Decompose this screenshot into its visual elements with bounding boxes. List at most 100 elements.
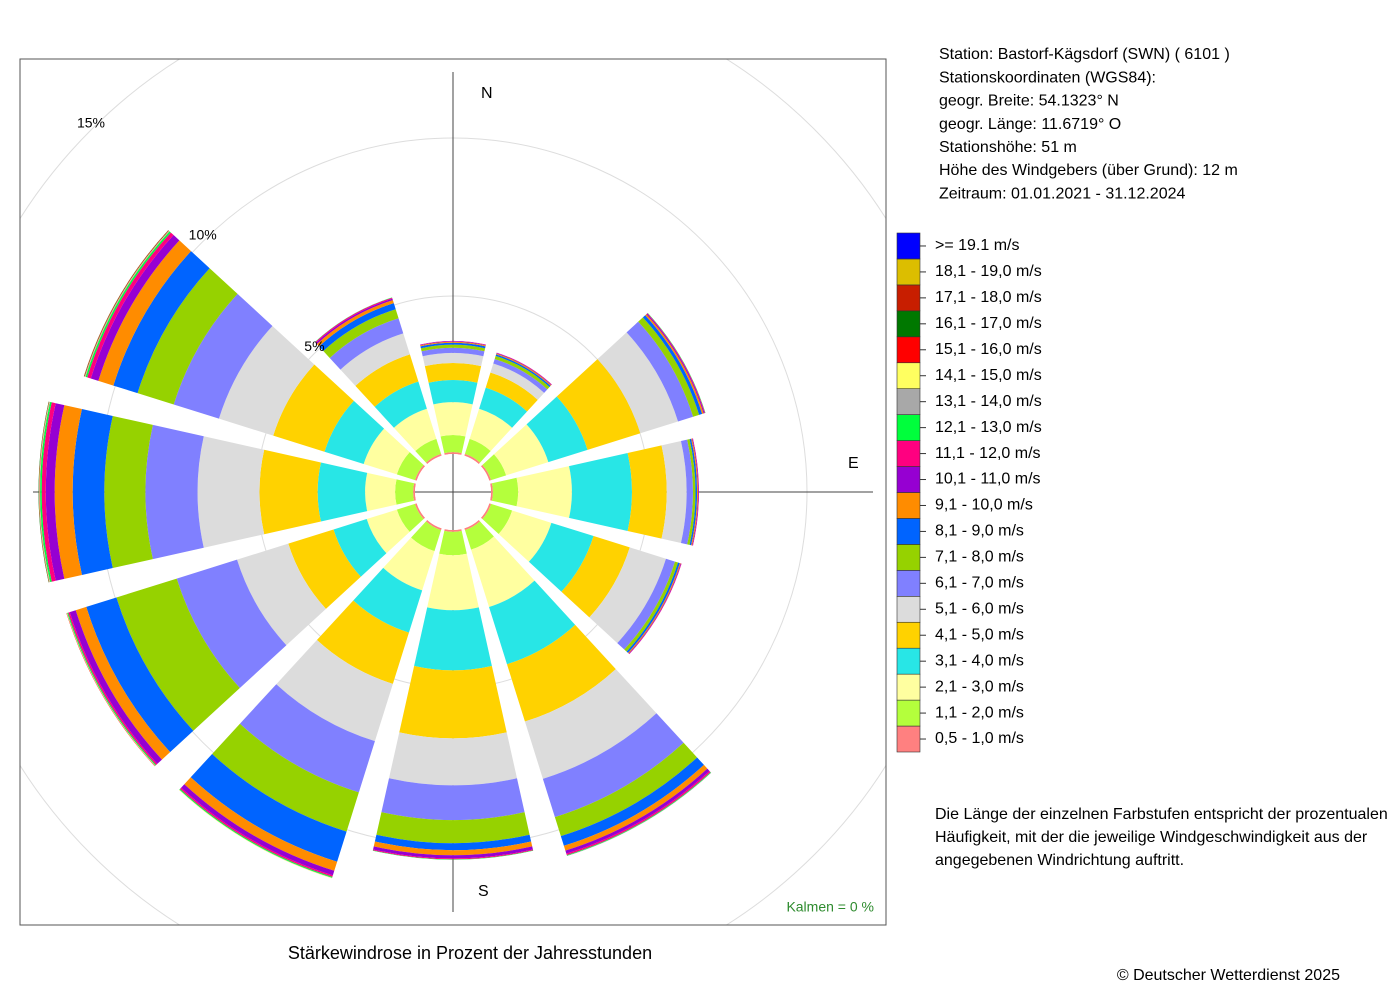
sector-segment <box>75 606 171 760</box>
station-info: Station: Bastorf-Kägsdorf (SWN) ( 6101 )… <box>939 46 1238 202</box>
info-line: Höhe des Windgebers (über Grund): 12 m <box>939 162 1238 179</box>
sector-segment <box>39 401 50 583</box>
sector-segment <box>490 483 493 501</box>
sector-segment <box>691 438 698 546</box>
direction-label: E <box>848 455 859 472</box>
sector-segment <box>420 341 486 346</box>
sector-segment <box>569 452 632 532</box>
legend-swatch <box>896 232 921 260</box>
sector-segment <box>516 466 572 518</box>
legend-label: 8,1 - 9,0 m/s <box>935 523 1024 540</box>
sector-segment <box>687 439 696 545</box>
sector-segment <box>396 452 424 481</box>
legend-swatch <box>896 492 921 519</box>
sector-segment <box>184 777 338 871</box>
sector-segment <box>353 567 423 633</box>
legend-swatch <box>896 595 921 623</box>
sector-segment <box>316 300 394 347</box>
legend-swatch <box>896 725 921 753</box>
sector-segment <box>259 449 321 535</box>
sector-segment <box>542 713 684 818</box>
sector-segment <box>399 666 507 739</box>
sector-segment <box>638 317 700 417</box>
sector-segment <box>355 354 419 407</box>
sector-segment <box>482 454 507 481</box>
sector-segment <box>39 401 51 583</box>
sector-segment <box>276 639 393 742</box>
sector-segment <box>98 240 192 386</box>
info-line: Stationskoordinaten (WGS84): <box>939 69 1156 86</box>
legend-label: 3,1 - 4,0 m/s <box>935 652 1024 669</box>
info-line: geogr. Breite: 54.1323° N <box>939 93 1119 110</box>
sector-segment <box>464 519 481 531</box>
sector-segment <box>396 503 424 532</box>
sector-segment <box>424 362 482 383</box>
sector-segment <box>444 529 462 532</box>
sector-segment <box>176 559 287 688</box>
sector-segment <box>69 610 162 764</box>
sector-segment <box>383 537 435 591</box>
sector-segment <box>374 381 427 428</box>
sector-segment <box>104 415 153 569</box>
sector-segment <box>365 472 397 512</box>
sector-segment <box>493 358 548 393</box>
sector-segment <box>414 607 492 671</box>
sector-segment <box>661 441 687 543</box>
sector-segment <box>41 402 56 582</box>
legend-label: 12,1 - 13,0 m/s <box>935 419 1042 436</box>
sector-segment <box>480 503 492 520</box>
sector-segment <box>372 849 534 860</box>
sector-segment <box>563 764 708 851</box>
legend-swatch <box>896 284 921 312</box>
sector-segment <box>363 428 410 475</box>
legend-label: 13,1 - 14,0 m/s <box>935 393 1042 410</box>
sector-segment <box>273 364 354 452</box>
sector-segment <box>212 723 359 832</box>
sector-segment <box>237 543 326 646</box>
sector-segment <box>173 293 273 419</box>
sector-segment <box>480 464 492 481</box>
sector-segment <box>340 333 410 386</box>
ring-label: 10% <box>189 226 217 242</box>
ring-label: 15% <box>77 115 105 131</box>
sector-segment <box>444 452 462 455</box>
sector-segment <box>428 380 478 405</box>
sector-segment <box>494 355 550 390</box>
sector-segment <box>40 401 52 583</box>
sector-segment <box>389 732 517 786</box>
sector-segment <box>422 352 484 367</box>
sector-segment <box>626 321 694 422</box>
sector-segment <box>411 521 442 552</box>
sector-segment <box>554 742 698 837</box>
sector-segment <box>414 503 426 520</box>
sector-segment <box>72 409 113 575</box>
sector-segment <box>414 464 426 481</box>
sector-segment <box>395 479 415 505</box>
sector-segment <box>464 453 481 465</box>
sector-segment <box>425 519 442 531</box>
legend-label: 10,1 - 11,0 m/s <box>935 471 1041 488</box>
sector-segment <box>471 536 535 607</box>
sector-segment <box>288 529 361 609</box>
sector-segment <box>197 436 265 548</box>
sector-segment <box>420 342 486 349</box>
sector-segment <box>137 268 238 405</box>
sector-segment <box>495 354 551 388</box>
sector-segment <box>420 340 486 345</box>
legend-label: 15,1 - 16,0 m/s <box>935 341 1042 358</box>
legend-swatch <box>896 621 921 649</box>
legend-label: 17,1 - 18,0 m/s <box>935 289 1042 306</box>
legend-swatch <box>896 673 921 701</box>
legend-label: 5,1 - 6,0 m/s <box>935 600 1024 617</box>
sector-segment <box>415 438 442 463</box>
sector-segment <box>324 400 385 465</box>
legend-swatch <box>896 414 921 441</box>
legend-label: 14,1 - 15,0 m/s <box>935 367 1042 384</box>
sector-segment <box>316 600 409 684</box>
sector-segment <box>54 405 82 579</box>
sector-segment <box>86 597 194 753</box>
sector-segment <box>372 850 534 860</box>
direction-label: S <box>478 883 489 900</box>
sector-segment <box>692 438 699 546</box>
sector-segment <box>482 503 513 534</box>
